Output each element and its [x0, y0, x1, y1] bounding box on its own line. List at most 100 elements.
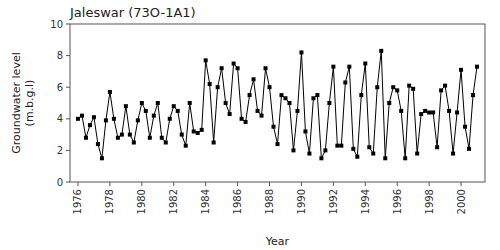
x-tick-label: 1982: [168, 189, 179, 214]
y-tick: [66, 150, 70, 151]
marker: [371, 152, 375, 156]
marker: [471, 93, 475, 97]
marker: [435, 145, 439, 149]
marker: [176, 109, 180, 113]
x-tick-label: 1978: [104, 189, 115, 214]
y-tick-label: 10: [50, 19, 63, 30]
marker: [303, 129, 307, 133]
marker: [224, 101, 228, 105]
marker: [411, 87, 415, 91]
y-tick-label: 2: [57, 145, 63, 156]
marker: [260, 114, 264, 118]
marker: [355, 155, 359, 159]
marker: [252, 77, 256, 81]
x-tick: [269, 182, 270, 186]
x-tick: [109, 182, 110, 186]
marker: [467, 147, 471, 151]
x-tick-label: 1986: [232, 189, 243, 214]
marker: [459, 68, 463, 72]
marker: [323, 148, 327, 152]
marker: [319, 156, 323, 160]
y-tick-label: 0: [57, 177, 63, 188]
marker: [88, 123, 92, 127]
marker: [311, 96, 315, 100]
y-tick-label: 4: [57, 113, 63, 124]
marker: [216, 85, 220, 89]
marker: [132, 141, 136, 145]
marker: [379, 49, 383, 53]
y-tick: [66, 55, 70, 56]
marker: [403, 156, 407, 160]
y-tick: [66, 182, 70, 183]
marker: [188, 101, 192, 105]
marker: [128, 133, 132, 137]
y-label: Groundwater level(m.b.g.l): [10, 52, 36, 153]
marker: [104, 118, 108, 122]
x-tick: [141, 182, 142, 186]
marker: [144, 109, 148, 113]
marker: [200, 128, 204, 132]
marker: [232, 62, 236, 66]
y-tick: [66, 87, 70, 88]
marker: [475, 65, 479, 69]
x-tick: [77, 182, 78, 186]
marker: [423, 109, 427, 113]
marker: [331, 65, 335, 69]
marker: [335, 144, 339, 148]
marker: [148, 136, 152, 140]
marker: [272, 125, 276, 129]
marker: [268, 85, 272, 89]
marker: [116, 136, 120, 140]
marker: [172, 104, 176, 108]
x-tick: [429, 182, 430, 186]
marker: [228, 112, 232, 116]
x-tick: [301, 182, 302, 186]
marker: [299, 50, 303, 54]
marker: [152, 114, 156, 118]
marker: [375, 85, 379, 89]
marker: [208, 82, 212, 86]
y-tick-label: 8: [57, 50, 63, 61]
marker: [92, 115, 96, 119]
x-tick-label: 1976: [72, 189, 83, 214]
x-tick: [173, 182, 174, 186]
marker: [387, 101, 391, 105]
marker: [287, 101, 291, 105]
marker: [244, 120, 248, 124]
marker: [100, 156, 104, 160]
marker: [463, 125, 467, 129]
marker: [76, 117, 80, 121]
y-tick: [66, 24, 70, 25]
marker: [279, 93, 283, 97]
marker: [367, 145, 371, 149]
x-tick-label: 1988: [264, 189, 275, 214]
x-tick: [365, 182, 366, 186]
marker: [443, 84, 447, 88]
marker: [124, 104, 128, 108]
marker: [84, 136, 88, 140]
marker: [359, 93, 363, 97]
marker: [343, 80, 347, 84]
marker: [447, 109, 451, 113]
x-tick-label: 2000: [456, 189, 467, 214]
marker: [184, 144, 188, 148]
marker: [192, 129, 196, 133]
marker: [156, 101, 160, 105]
marker: [108, 90, 112, 94]
marker: [196, 131, 200, 135]
marker: [363, 62, 367, 66]
line: [78, 51, 477, 158]
y-tick: [66, 118, 70, 119]
y-label-line: Groundwater level: [10, 52, 23, 153]
marker: [295, 109, 299, 113]
marker: [399, 109, 403, 113]
marker: [120, 133, 124, 137]
x-tick-label: 1998: [424, 189, 435, 214]
marker: [391, 85, 395, 89]
marker: [256, 109, 260, 113]
x-tick-label: 1992: [328, 189, 339, 214]
marker: [264, 66, 268, 70]
x-tick: [333, 182, 334, 186]
x-tick: [237, 182, 238, 186]
marker: [136, 118, 140, 122]
